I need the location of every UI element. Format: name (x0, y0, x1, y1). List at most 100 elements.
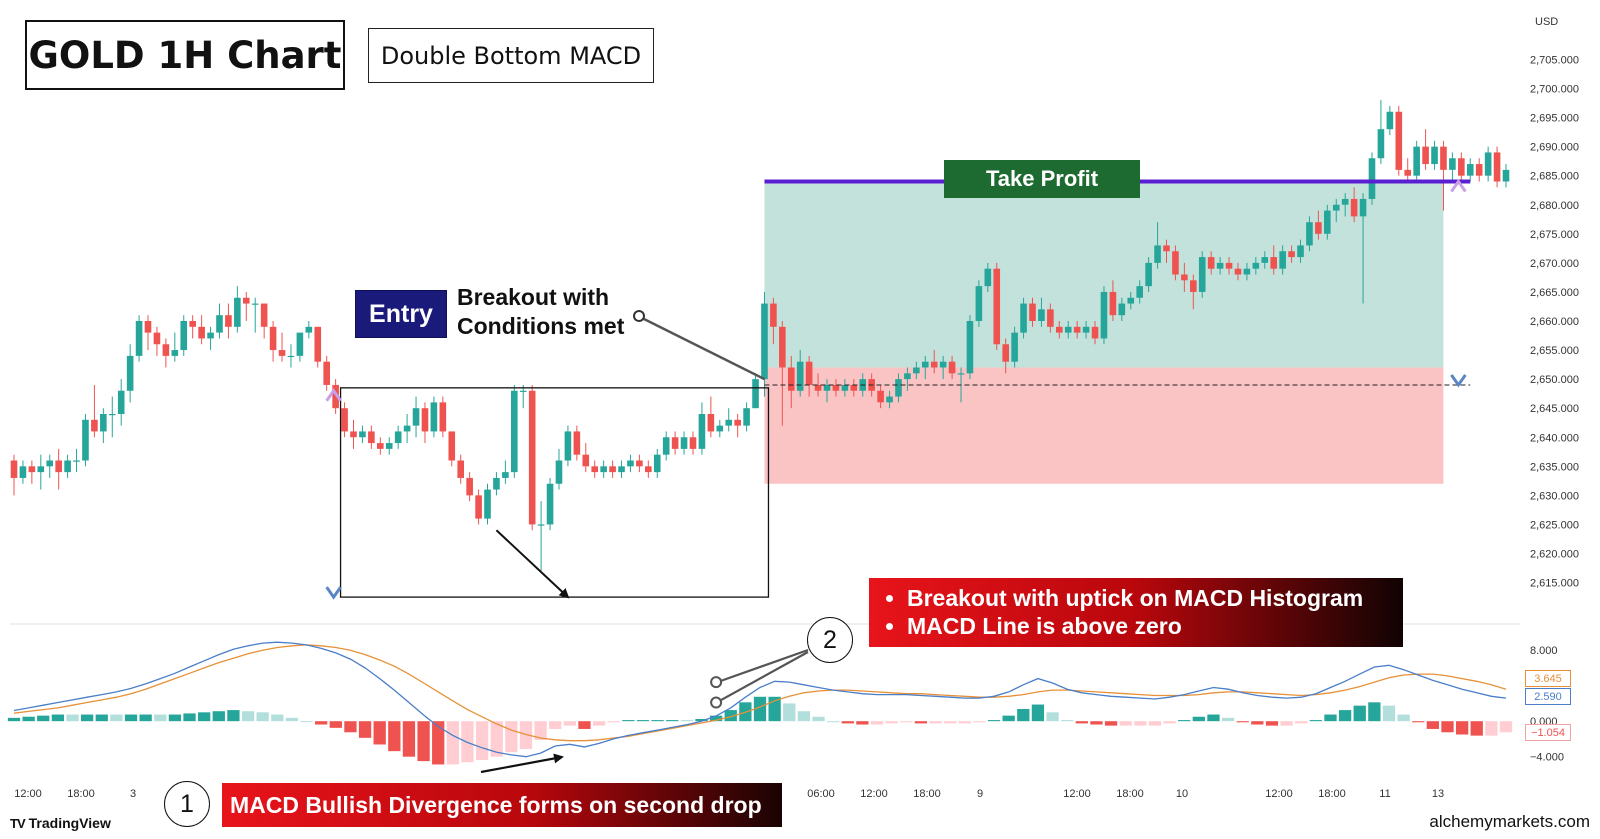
candle (1484, 146, 1492, 182)
candle (180, 315, 188, 356)
candle-body (1466, 164, 1474, 176)
histogram-bar (1280, 721, 1293, 726)
macd-tick-label: −4.000 (1530, 752, 1564, 764)
histogram-bar (797, 711, 811, 722)
histogram-bar (900, 721, 913, 723)
histogram-bar (7, 717, 21, 722)
candle (1136, 280, 1144, 304)
candle (1404, 158, 1412, 182)
candle (55, 448, 62, 490)
candle (948, 355, 956, 380)
candle-body (350, 431, 357, 438)
candle-body (618, 466, 625, 473)
pattern-height-arrowhead-up (325, 388, 342, 402)
candle-body (805, 361, 813, 385)
histogram-bar (1046, 712, 1059, 722)
histogram-bar (1251, 721, 1264, 725)
histogram-bar (1017, 708, 1030, 722)
price-tick-label: 2,640.000 (1530, 432, 1579, 444)
candle-body (126, 355, 134, 391)
candle-body (46, 460, 54, 467)
candle (278, 332, 286, 362)
candle-body (457, 460, 465, 478)
candle (1315, 210, 1322, 240)
time-tick-label: 18:00 (913, 788, 941, 800)
histogram-bar (22, 716, 35, 722)
candle (1413, 140, 1420, 182)
time-tick-label: 12:00 (1063, 788, 1091, 800)
breakout-note: Breakout with Conditions met (457, 283, 624, 341)
macd-histogram (7, 696, 1513, 765)
candle-body (671, 437, 679, 449)
candle (1324, 204, 1331, 240)
second-drop-arrow (495, 529, 570, 599)
candle (636, 454, 643, 473)
macd-line (13, 641, 1507, 758)
candle-body (1047, 309, 1054, 327)
histogram-value-tag: −1.054 (1525, 724, 1571, 741)
candle (993, 262, 1001, 351)
watermark: alchemymarkets.com (1429, 812, 1590, 831)
candle-body (1136, 286, 1144, 298)
candle (28, 460, 36, 484)
candle-body (1172, 251, 1179, 275)
price-tick-label: 2,690.000 (1530, 142, 1579, 154)
histogram-bar (315, 721, 328, 725)
histogram-bar (271, 714, 284, 722)
candle-body (1118, 303, 1126, 316)
histogram-bar (198, 712, 211, 722)
candle (1279, 245, 1286, 275)
candle-body (260, 303, 268, 327)
candle-body (957, 373, 965, 375)
candle-body (1395, 111, 1403, 170)
price-tick-label: 2,660.000 (1530, 316, 1579, 328)
histogram-bar (1075, 721, 1088, 724)
candle (1306, 216, 1313, 252)
price-tick-label: 2,650.000 (1530, 374, 1579, 386)
candle (1449, 152, 1456, 182)
histogram-bar (563, 721, 576, 726)
candle-body (108, 414, 116, 416)
candle (466, 472, 473, 502)
candle-body (832, 384, 840, 391)
candle (1047, 303, 1054, 333)
target-height-arrowhead-down (1450, 374, 1467, 388)
candle (850, 379, 858, 397)
histogram-bar (826, 721, 840, 723)
candle (1288, 245, 1295, 263)
candle-body (1431, 146, 1438, 165)
candle-body (779, 326, 786, 368)
candle-body (814, 384, 822, 391)
price-tick-label: 2,625.000 (1530, 519, 1579, 531)
candle (1261, 251, 1269, 269)
candle (984, 262, 992, 292)
histogram-bar (1470, 721, 1483, 736)
candle (341, 402, 348, 438)
histogram-bar (241, 711, 255, 722)
candle-body (1502, 169, 1510, 182)
candle (207, 326, 214, 351)
price-tick-label: 2,630.000 (1530, 490, 1579, 502)
candle (117, 379, 125, 426)
candle-body (877, 390, 884, 403)
candle-body (1359, 198, 1367, 217)
step-badge-2: 2 (807, 617, 853, 663)
candle (1198, 251, 1206, 298)
histogram-bar (636, 720, 650, 722)
histogram-uptick-dot (710, 696, 723, 709)
candle (126, 344, 134, 403)
candle (1377, 100, 1385, 165)
candle (502, 460, 509, 484)
candle (198, 315, 205, 345)
price-tick-label: 2,685.000 (1530, 171, 1579, 183)
candle (1082, 321, 1090, 339)
breakout-pointer-line (643, 317, 766, 381)
time-tick-label: 13 (1432, 788, 1444, 800)
candle (841, 379, 849, 397)
candle-body (28, 466, 36, 473)
candle (511, 384, 518, 478)
candle (1297, 239, 1304, 263)
candle (1216, 257, 1224, 275)
candle (591, 460, 599, 478)
candle-body (1270, 257, 1278, 269)
